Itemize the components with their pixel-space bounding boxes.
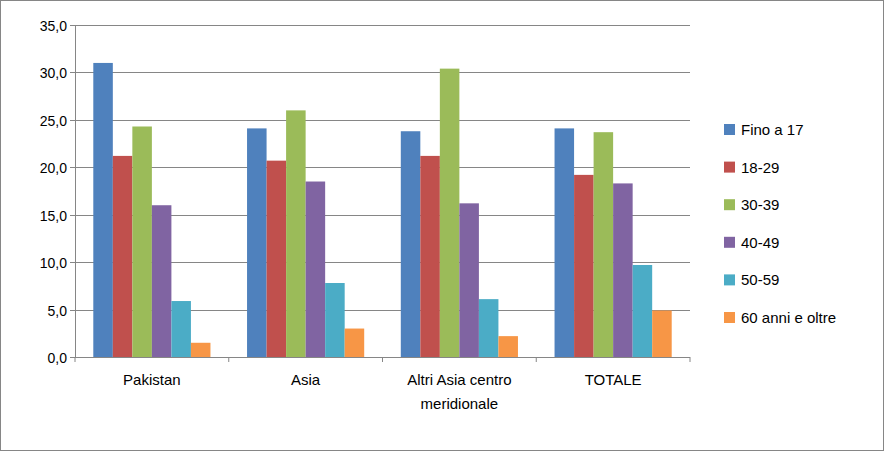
bar: [613, 183, 633, 357]
y-axis-line: [75, 25, 76, 357]
grid-line: [75, 25, 690, 26]
label-line: meridionale: [421, 395, 499, 412]
x-tick: [382, 357, 383, 362]
bar: [345, 329, 365, 357]
bar: [574, 175, 594, 357]
legend-swatch: [724, 237, 735, 248]
bar: [498, 336, 518, 357]
tick-mark: [70, 215, 75, 216]
y-tick-label: 5,0: [48, 303, 68, 319]
bar: [132, 126, 152, 357]
legend-label: Fino a 17: [741, 121, 804, 138]
x-tick: [75, 357, 76, 362]
legend-label: 18-29: [741, 159, 779, 176]
bar: [286, 110, 306, 357]
bar: [191, 343, 211, 357]
bar: [152, 205, 172, 357]
bar: [555, 128, 575, 357]
bar: [479, 299, 499, 357]
label-line: Asia: [291, 371, 321, 388]
label-line: TOTALE: [585, 371, 642, 388]
y-tick-label: 0,0: [48, 350, 68, 366]
tick-mark: [70, 357, 75, 358]
legend-swatch: [724, 312, 735, 323]
bar: [652, 311, 672, 357]
y-tick-label: 30,0: [40, 65, 67, 81]
bar: [401, 131, 421, 357]
grid: [70, 26, 690, 358]
y-tick-label: 20,0: [40, 160, 67, 176]
y-tick-label: 35,0: [40, 18, 67, 34]
tick-mark: [70, 262, 75, 263]
label-line: Pakistan: [123, 371, 181, 388]
y-tick-label: 10,0: [40, 255, 67, 271]
chart-container: 0,0 5,0 10,0 15,0 20,0 25,0 30,0 35,0 Pakistan As…: [0, 0, 884, 451]
legend-swatch: [724, 124, 735, 135]
bar: [633, 265, 653, 357]
bar: [420, 156, 440, 357]
bar: [267, 161, 287, 357]
legend-swatch: [724, 199, 735, 210]
bar: [113, 156, 133, 357]
tick-mark: [70, 72, 75, 73]
bar: [247, 128, 267, 357]
x-tick: [228, 357, 229, 362]
label-line: Altri Asia centro: [407, 371, 511, 388]
grid-line: [75, 120, 690, 121]
bar: [306, 182, 326, 357]
legend-label: 30-39: [741, 196, 779, 213]
legend-swatch: [724, 162, 735, 173]
x-tick: [690, 357, 691, 362]
y-tick-label: 15,0: [40, 208, 67, 224]
legend-swatch: [724, 274, 735, 285]
chart-svg: 0,0 5,0 10,0 15,0 20,0 25,0 30,0 35,0 Pakistan As…: [0, 0, 884, 451]
legend-label: 50-59: [741, 271, 779, 288]
bars: [93, 63, 671, 357]
bar: [594, 132, 614, 357]
bar: [325, 283, 345, 357]
legend: Fino a 17 18-29 30-39 40-49 50-59 60 anni e o…: [724, 121, 836, 326]
tick-mark: [70, 120, 75, 121]
legend-label: 60 anni e oltre: [741, 309, 836, 326]
tick-mark: [70, 25, 75, 26]
y-tick-label: 25,0: [40, 113, 67, 129]
bar: [171, 301, 191, 357]
x-tick-label: Altri Asia centro meridionale: [407, 371, 511, 412]
bar: [440, 69, 460, 357]
grid-line: [75, 72, 690, 73]
bar: [459, 203, 479, 357]
tick-mark: [70, 167, 75, 168]
x-tick: [536, 357, 537, 362]
x-tick-label: TOTALE: [585, 371, 642, 388]
bar: [93, 63, 113, 357]
tick-mark: [70, 310, 75, 311]
x-tick-label: Asia: [291, 371, 321, 388]
x-tick-label: Pakistan: [123, 371, 181, 388]
legend-label: 40-49: [741, 234, 779, 251]
chart-frame: [1, 1, 884, 451]
